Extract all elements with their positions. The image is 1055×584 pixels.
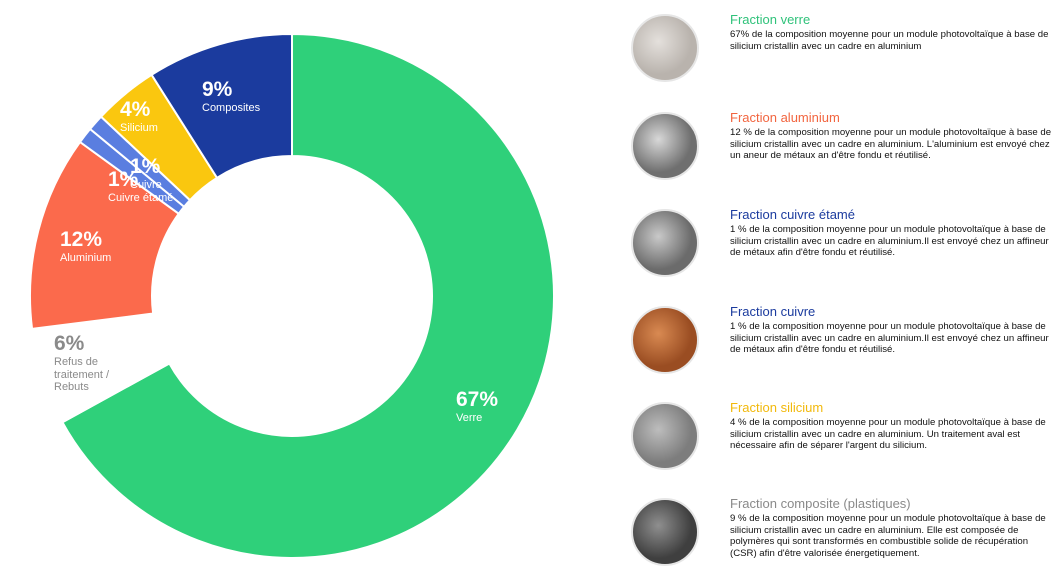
segment-value-label: 4% (120, 98, 151, 121)
panel-text: 9 % de la composition moyenne pour un mo… (730, 513, 1046, 560)
panel-title: Fraction verre (730, 12, 811, 27)
panel-item: Fraction verre 67% de la composition moye… (730, 12, 1052, 52)
panel-text: 1 % de la composition moyenne pour un mo… (730, 224, 1049, 259)
material-photo (631, 306, 699, 374)
segment-value-label: 6% (54, 332, 85, 355)
segment-value-label: 67% (456, 388, 499, 411)
segment-label: 67% Verre (456, 388, 498, 425)
segment-value-label: 9% (202, 78, 233, 101)
segment-value-label: 1% (108, 168, 139, 191)
segment-label: 9% Composites (202, 78, 260, 115)
segment-label: 12% Aluminium (60, 228, 111, 265)
panel-title: Fraction cuivre (730, 304, 816, 319)
panel-item: Fraction cuivre étamé 1 % de la compositi… (730, 207, 1052, 259)
segment-category-label: Refus de traitement / Rebuts (54, 356, 110, 394)
donut-segment (61, 32, 555, 559)
panel-text: 12 % de la composition moyenne pour un m… (730, 127, 1052, 162)
panel-title: Fraction aluminium (730, 110, 840, 125)
segment-category-label: Cuivre étamé (108, 192, 174, 205)
panel-item: Fraction composite (plastiques) 9 % de la… (730, 496, 1052, 560)
panel-text: 67% de la composition moyenne pour un mo… (730, 29, 1049, 52)
panel-title: Fraction composite (plastiques) (730, 496, 911, 511)
segment-label: 1% Cuivre étamé (108, 168, 173, 205)
panel-title: Fraction silicium (730, 400, 824, 415)
segment-category-label: Composites (202, 102, 261, 115)
material-photo (631, 498, 699, 566)
material-photo (631, 209, 699, 277)
panel-item: Fraction cuivre 1 % de la composition moy… (730, 304, 1052, 356)
segment-category-label: Silicium (120, 122, 158, 135)
segment-category-label: Verre (456, 412, 483, 425)
panel-item: Fraction aluminium 12 % de la composition… (730, 110, 1052, 162)
material-photo (631, 14, 699, 82)
segment-label: 6% Refus de traitement / Rebuts (54, 332, 124, 394)
panel-title: Fraction cuivre étamé (730, 207, 855, 222)
material-photo (631, 402, 699, 470)
panel-item: Fraction silicium 4 % de la composition m… (730, 400, 1052, 452)
donut-segment (150, 32, 293, 180)
panel-text: 1 % de la composition moyenne pour un mo… (730, 321, 1049, 356)
segment-value-label: 1% (130, 155, 161, 178)
segment-label: 1% Cuivre (130, 155, 162, 192)
segment-category-label: Cuivre (130, 179, 162, 192)
panel-text: 4 % de la composition moyenne pour un mo… (730, 417, 1046, 452)
segment-value-label: 12% (60, 228, 103, 251)
segment-category-label: Aluminium (60, 252, 112, 265)
segment-label: 4% Silicium (120, 98, 158, 135)
material-photo (631, 112, 699, 180)
